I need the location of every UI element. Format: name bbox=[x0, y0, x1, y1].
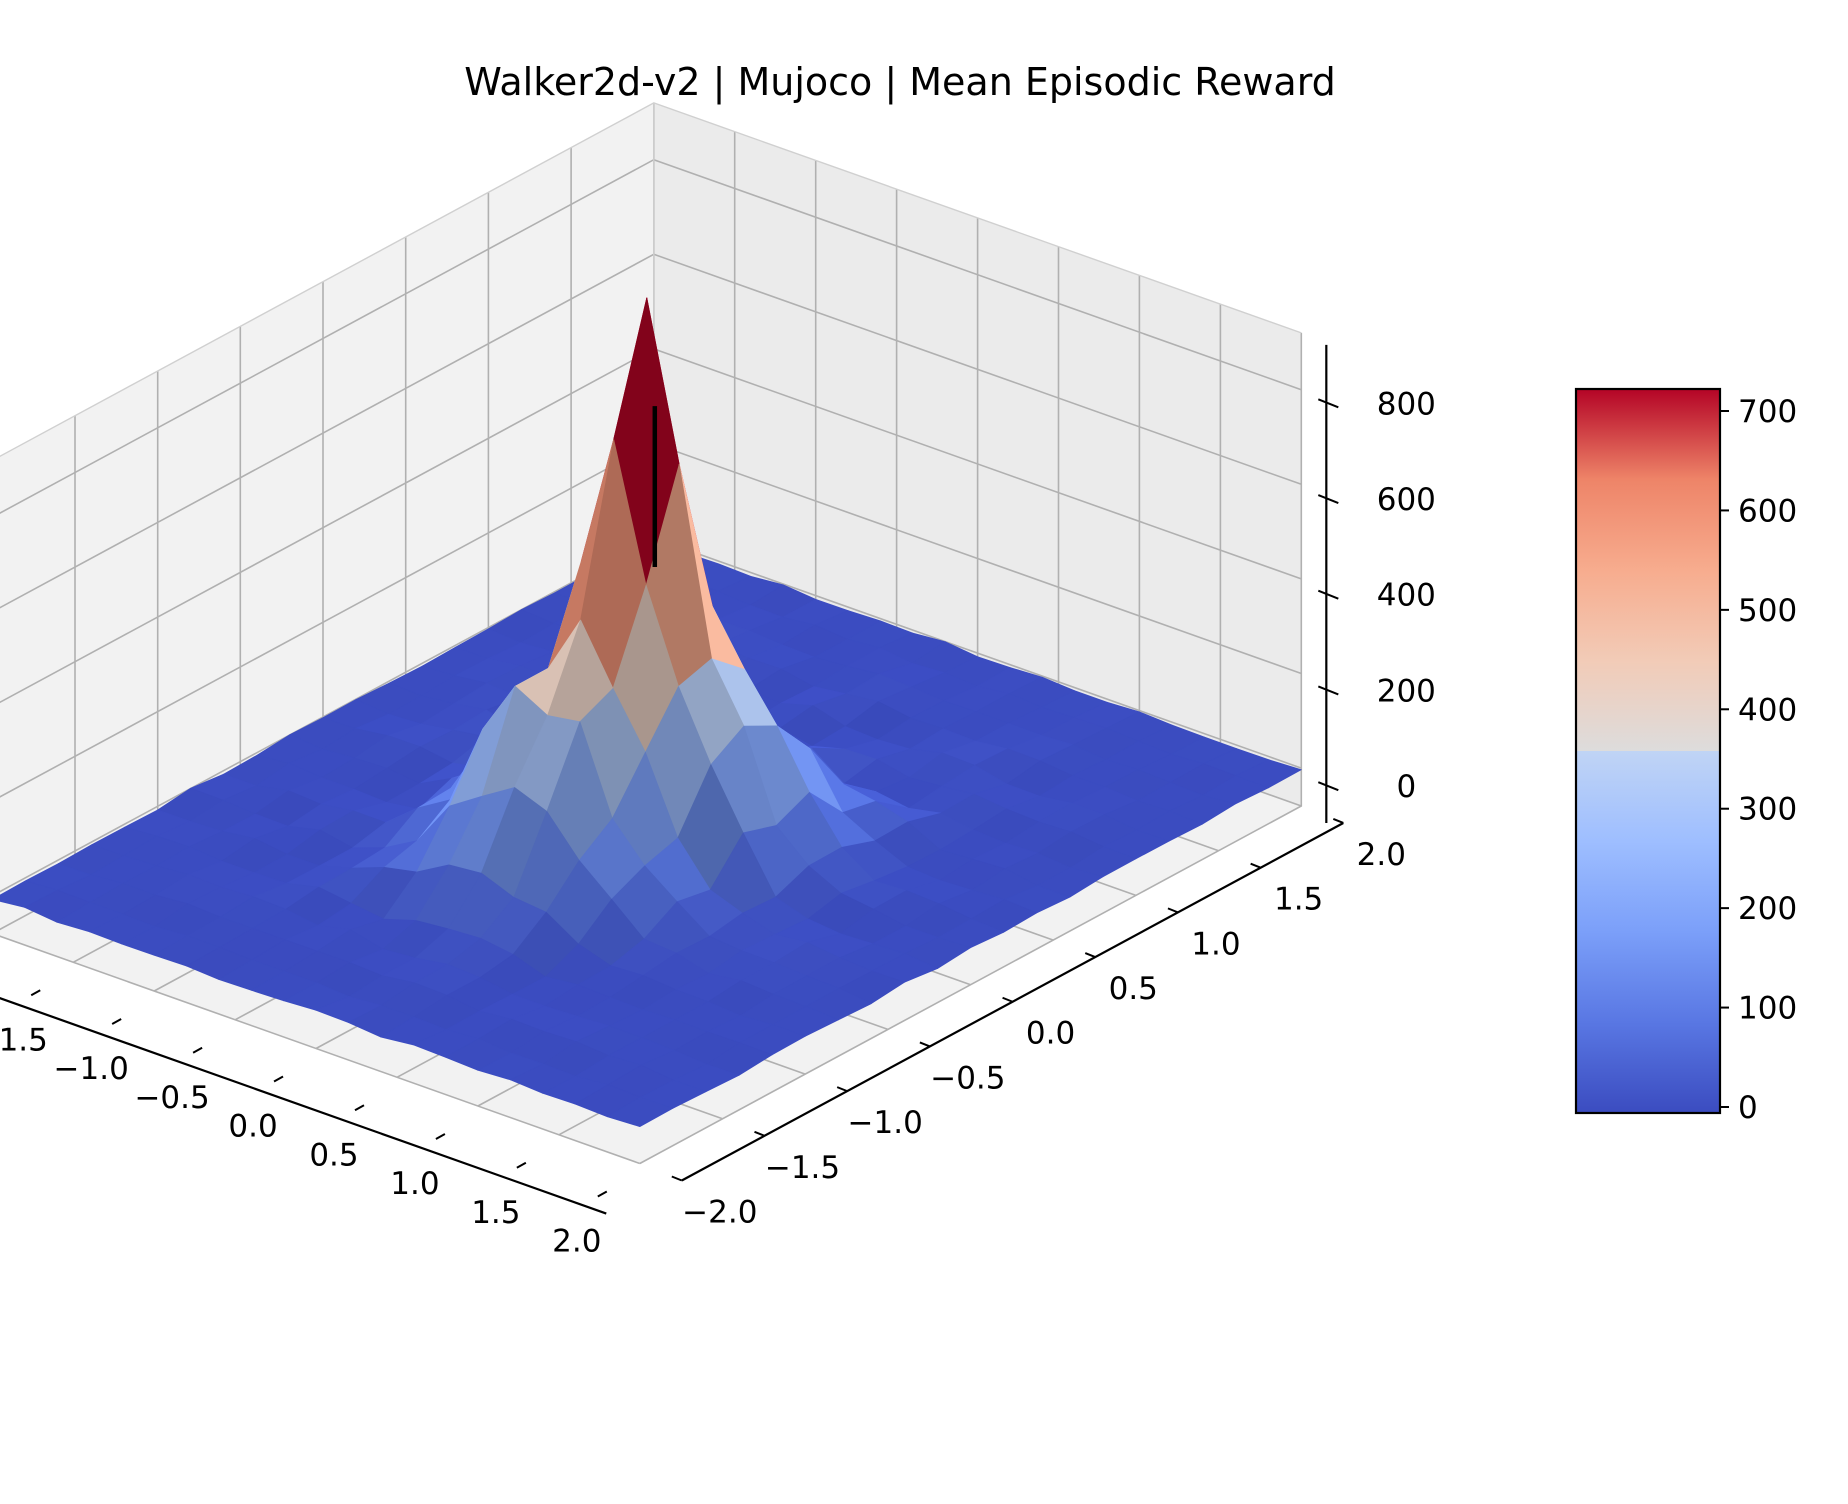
z-tick-mark bbox=[1317, 494, 1339, 504]
x-tick-label: −1.0 bbox=[54, 1051, 129, 1087]
y-tick-label: −1.0 bbox=[848, 1105, 923, 1141]
y-tick-mark bbox=[1167, 907, 1179, 914]
z-tick-label: 400 bbox=[1377, 578, 1436, 614]
y-tick-label: −1.5 bbox=[765, 1150, 840, 1186]
x-axis-ticks: −2.0−1.5−1.0−0.50.00.51.01.52.0 bbox=[0, 989, 608, 1260]
x-tick-label: 1.0 bbox=[390, 1166, 439, 1202]
colorbar-tick-label: 700 bbox=[1738, 394, 1797, 430]
colorbar-tick-label: 500 bbox=[1738, 593, 1797, 629]
x-tick-mark bbox=[273, 1075, 284, 1083]
surface-plot bbox=[0, 297, 1302, 1127]
x-tick-mark bbox=[192, 1046, 203, 1054]
y-tick-mark bbox=[836, 1086, 848, 1093]
colorbar-tick-label: 0 bbox=[1738, 1090, 1758, 1126]
y-tick-mark bbox=[671, 1175, 683, 1182]
surface-facet bbox=[607, 1097, 674, 1127]
y-tick-mark bbox=[1332, 818, 1344, 824]
y-tick-label: 1.0 bbox=[1191, 926, 1240, 962]
y-tick-label: 1.5 bbox=[1274, 882, 1323, 918]
z-tick-label: 0 bbox=[1396, 769, 1416, 805]
colorbar-tick-label: 400 bbox=[1738, 692, 1797, 728]
y-tick-label: −0.5 bbox=[930, 1060, 1005, 1096]
z-tick-mark bbox=[1317, 685, 1339, 696]
colorbar-tick-label: 600 bbox=[1738, 493, 1797, 529]
x-tick-mark bbox=[435, 1133, 446, 1140]
y-tick-mark bbox=[1250, 862, 1262, 869]
y-gridline bbox=[0, 935, 641, 1165]
y-tick-label: 2.0 bbox=[1357, 837, 1406, 873]
y-tick-mark bbox=[754, 1130, 765, 1137]
x-tick-label: 1.5 bbox=[471, 1195, 520, 1231]
z-tick-mark bbox=[1317, 781, 1339, 792]
y-tick-label: −2.0 bbox=[682, 1195, 757, 1231]
chart-title: Walker2d-v2 | Mujoco | Mean Episodic Rew… bbox=[464, 60, 1336, 105]
x-tick-label: 0.5 bbox=[309, 1137, 358, 1173]
colorbar-gradient bbox=[1574, 387, 1722, 1115]
colorbar: 0 100 200 300 400 500 600 700 bbox=[1574, 387, 1797, 1126]
y-tick-label: 0.0 bbox=[1026, 1016, 1075, 1052]
z-tick-label: 800 bbox=[1377, 386, 1436, 422]
z-axis-ticks: 0 200 400 600 800 bbox=[1317, 386, 1436, 805]
y-tick-mark bbox=[1002, 996, 1013, 1003]
y-tick-mark bbox=[1084, 952, 1096, 958]
x-tick-mark bbox=[516, 1161, 527, 1169]
x-tick-label: 0.0 bbox=[228, 1109, 277, 1145]
x-tick-label: 2.0 bbox=[552, 1224, 601, 1260]
colorbar-tick-label: 300 bbox=[1738, 792, 1797, 828]
x-tick-mark bbox=[30, 989, 41, 997]
z-tick-mark bbox=[1317, 589, 1339, 600]
z-tick-mark bbox=[1317, 398, 1339, 409]
y-axis-ticks: −2.0−1.5−1.0−0.5 0.0 0.5 1.0 1.5 2.0 bbox=[671, 818, 1406, 1231]
colorbar-tick-label: 100 bbox=[1738, 991, 1797, 1027]
x-tick-label: −0.5 bbox=[134, 1080, 209, 1116]
x-tick-mark bbox=[354, 1104, 365, 1112]
x-axis-line bbox=[0, 997, 607, 1215]
x-tick-mark bbox=[597, 1190, 608, 1198]
y-tick-mark bbox=[919, 1041, 931, 1048]
colorbar-tick-label: 200 bbox=[1738, 891, 1797, 927]
x-tick-label: −1.5 bbox=[0, 1022, 48, 1058]
z-tick-label: 600 bbox=[1377, 482, 1436, 518]
left-pane bbox=[0, 102, 654, 930]
x-tick-mark bbox=[111, 1018, 122, 1025]
y-tick-label: 0.5 bbox=[1109, 971, 1158, 1007]
z-tick-label: 200 bbox=[1377, 673, 1436, 709]
